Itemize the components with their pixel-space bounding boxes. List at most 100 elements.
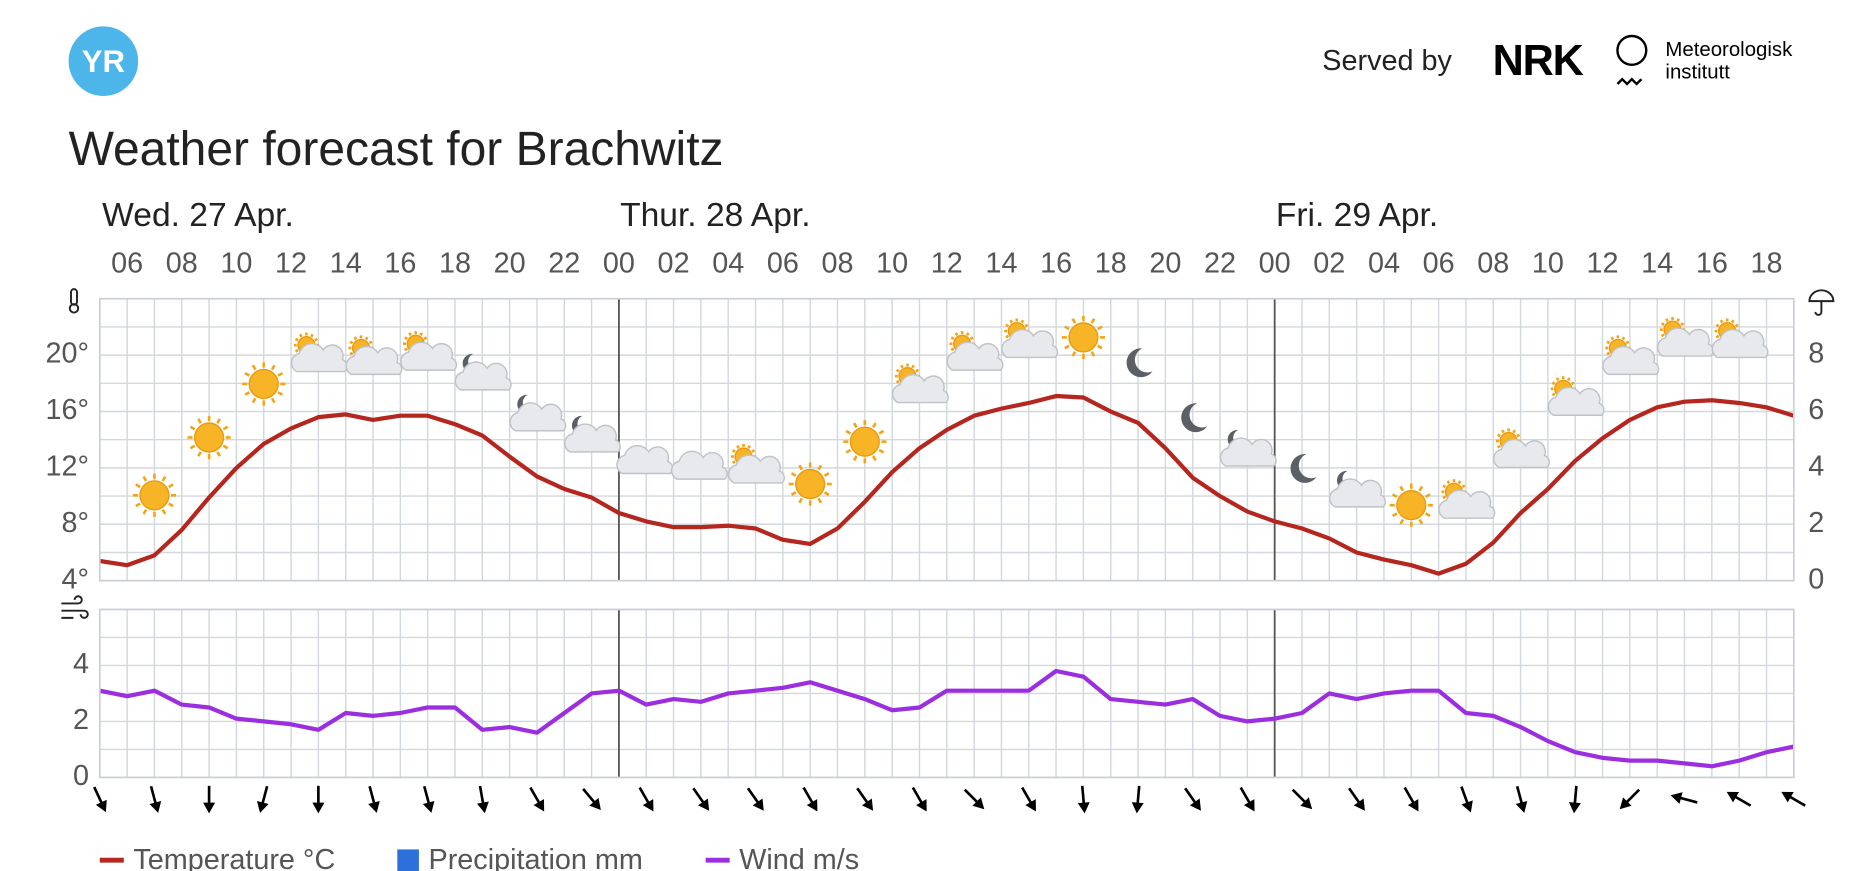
wind-arrow	[257, 785, 269, 813]
weather-symbol	[454, 353, 512, 391]
arrow-head	[1077, 802, 1090, 814]
sun-ray	[1730, 319, 1735, 324]
weather-symbol	[1061, 315, 1106, 360]
wind-arrow	[1515, 785, 1528, 813]
sun-ray	[736, 444, 740, 449]
met-text: institutt	[1665, 62, 1730, 84]
x-tick-label: 16	[1696, 248, 1728, 280]
sun-ray	[731, 449, 736, 453]
sun-ray	[845, 429, 852, 435]
legend-label: Wind m/s	[739, 844, 859, 871]
arrow-head	[1781, 791, 1794, 803]
weather-symbol	[187, 415, 231, 460]
arrow-head	[422, 800, 435, 813]
arrow-head	[1568, 802, 1581, 814]
met-wave	[1616, 77, 1643, 86]
x-tick-label: 18	[1095, 248, 1127, 280]
arrow-head	[916, 799, 927, 812]
temperature-line	[99, 393, 1795, 576]
wind-arrow	[422, 785, 435, 813]
sun-ray	[1606, 351, 1611, 356]
weather-symbol	[843, 420, 887, 464]
x-tick-label: 00	[603, 248, 635, 280]
y-tick-label: 4°	[61, 563, 89, 595]
day-label: Thur. 28 Apr.	[620, 197, 810, 234]
cloud	[1547, 386, 1605, 416]
wind-arrow	[1726, 791, 1752, 807]
sun-ray	[216, 451, 222, 457]
weather-symbol	[1711, 318, 1769, 359]
sun-ray	[1570, 381, 1575, 386]
icon-part	[70, 288, 78, 306]
sun-ray	[1461, 484, 1466, 489]
x-tick-label: 02	[658, 248, 690, 280]
sun-ray	[1457, 480, 1462, 485]
wind-arrow	[1347, 787, 1365, 811]
day-label: Wed. 27 Apr.	[102, 197, 294, 234]
weather-symbol	[1329, 470, 1387, 508]
wind-arrow	[1619, 788, 1641, 810]
sun-disc	[1068, 322, 1099, 353]
arrow-head	[1353, 798, 1365, 811]
cloud	[670, 450, 728, 480]
x-tick-label: 10	[1532, 248, 1564, 280]
sun-ray	[1566, 377, 1571, 382]
sun-ray	[1424, 512, 1431, 518]
sun-ray	[197, 418, 202, 424]
sun-ray	[404, 347, 408, 352]
arrow-head	[477, 801, 489, 814]
wind-arrow	[93, 786, 107, 813]
plot-frame	[98, 608, 1795, 779]
weather-symbol	[727, 443, 785, 484]
sun-ray	[1516, 433, 1521, 438]
arrow-head	[1407, 799, 1419, 812]
sun-ray	[419, 332, 424, 337]
weather-symbol	[1656, 317, 1714, 357]
x-tick-label: 12	[275, 248, 307, 280]
sun-ray	[135, 502, 141, 508]
weather-symbol	[1547, 376, 1605, 416]
wind-arrow	[529, 786, 545, 812]
sun-ray	[823, 491, 830, 496]
sun-ray	[915, 368, 920, 373]
cloud	[400, 341, 458, 371]
sun-ray	[845, 448, 852, 454]
arrow-head	[1131, 802, 1144, 814]
sun-ray	[294, 337, 299, 342]
x-tick-label: 08	[1477, 248, 1509, 280]
cloud	[1602, 345, 1660, 376]
sun-ray	[1399, 518, 1405, 525]
weather-symbol	[1389, 483, 1433, 527]
sun-ray	[161, 475, 167, 482]
sun-ray	[895, 368, 900, 373]
sun-disc	[795, 468, 826, 500]
weather-symbol	[345, 335, 403, 376]
wind-arrow	[1239, 786, 1255, 812]
x-tick-label: 22	[1204, 248, 1236, 280]
cloud	[1329, 478, 1387, 508]
legend-label: Temperature °C	[133, 844, 335, 871]
sun-ray	[1442, 495, 1447, 500]
sun-ray	[1625, 340, 1630, 345]
yr-logo[interactable]: YR	[68, 26, 139, 96]
sun-ray	[1715, 334, 1720, 339]
y2-tick-label: 6	[1808, 394, 1824, 426]
x-tick-label: 06	[767, 248, 799, 280]
sun-ray	[817, 464, 823, 471]
weather-symbol	[1290, 454, 1317, 483]
sun-ray	[1097, 325, 1103, 331]
nrk-logo[interactable]: NRK	[1493, 37, 1585, 85]
icon-part	[68, 303, 80, 314]
y2-tick-label: 0	[1808, 563, 1824, 595]
sun-ray	[1501, 429, 1505, 434]
sun-ray	[244, 391, 251, 396]
sun-ray	[871, 422, 877, 429]
sun-ray	[168, 502, 174, 508]
wind-arrow	[477, 785, 489, 814]
wind-arrow	[1403, 786, 1419, 812]
sun-ray	[852, 455, 858, 462]
weather-symbol	[1181, 403, 1208, 433]
sun-ray	[142, 475, 148, 482]
sun-ray	[1719, 319, 1724, 324]
met-logo[interactable]: Meteorologisk institutt	[1616, 34, 1793, 86]
